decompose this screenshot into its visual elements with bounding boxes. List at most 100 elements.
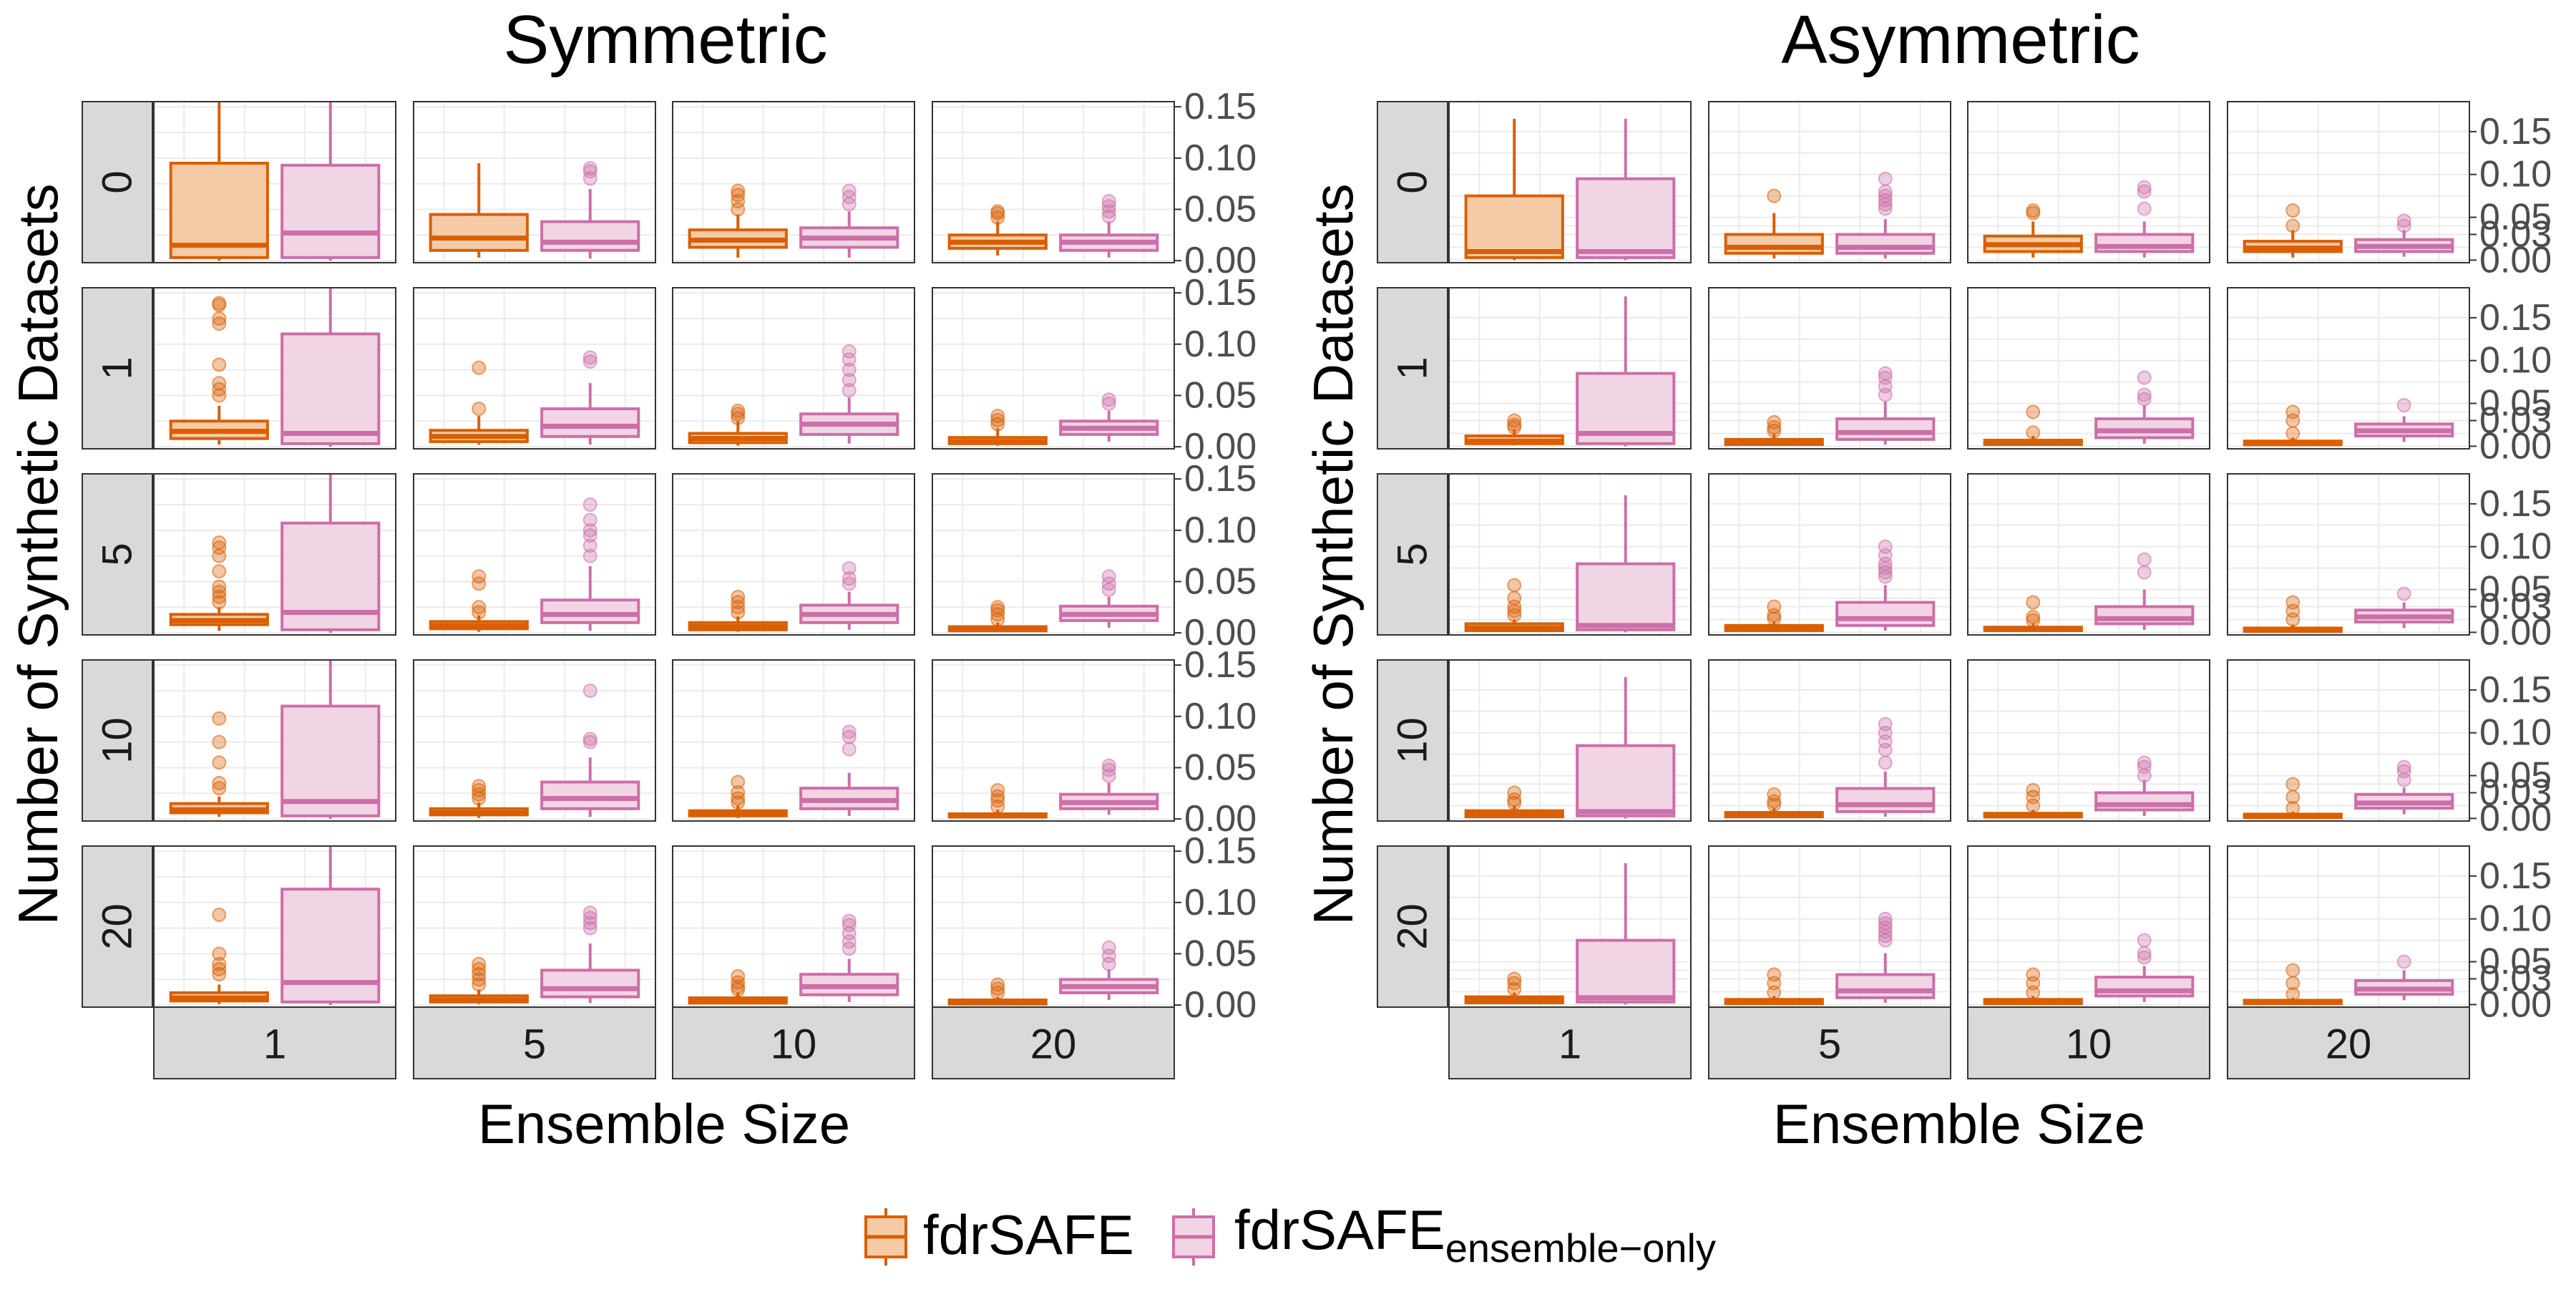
chart-title: Asymmetric xyxy=(1781,1,2140,78)
panel-border xyxy=(1448,473,1692,636)
row-strip xyxy=(1377,287,1448,450)
facet-panel xyxy=(932,287,1175,450)
outlier-point xyxy=(2137,755,2152,770)
outlier-point xyxy=(1101,209,1116,224)
facet-panel xyxy=(1967,101,2210,263)
facet-panel xyxy=(672,287,915,450)
outlier-point xyxy=(841,913,857,928)
panel-border xyxy=(153,473,396,636)
box xyxy=(1576,177,1676,259)
box xyxy=(2094,605,2195,626)
facet-panel xyxy=(2227,845,2470,1008)
outlier-point xyxy=(1101,392,1116,407)
outlier-point xyxy=(841,362,857,377)
outlier-point xyxy=(582,350,597,365)
facet-panel xyxy=(1448,845,1692,1008)
outlier-point xyxy=(731,795,746,810)
box xyxy=(429,213,529,252)
outlier-point xyxy=(841,724,857,739)
panel-border xyxy=(2227,473,2470,636)
y-tick-label: 0.00 xyxy=(1184,798,1257,840)
outlier-point xyxy=(2285,777,2301,792)
row-strip-label: 1 xyxy=(1390,356,1436,379)
outlier-point xyxy=(212,589,227,604)
facet-panel xyxy=(1967,845,2210,1008)
facet-panel xyxy=(1448,473,1692,636)
outlier-point xyxy=(582,528,597,543)
outlier-point xyxy=(990,607,1005,622)
y-tick-label: 0.05 xyxy=(2479,197,2552,238)
col-strip-label: 5 xyxy=(523,1021,546,1068)
y-tick-label: 0.05 xyxy=(1184,747,1257,788)
outlier-point xyxy=(472,977,487,992)
y-tick-label: 0.03 xyxy=(2479,772,2552,814)
outlier-point xyxy=(1507,578,1522,593)
y-tick-label: 0.10 xyxy=(2479,340,2552,382)
outlier-point xyxy=(2137,201,2152,216)
facet-panel xyxy=(1967,659,2210,822)
legend: fdrSAFE fdrSAFEensemble−only xyxy=(864,1198,1716,1271)
outlier-point xyxy=(841,183,857,198)
facet-panel xyxy=(932,473,1175,636)
outlier-point xyxy=(472,961,487,976)
outlier-point xyxy=(472,779,487,794)
outlier-point xyxy=(990,204,1005,219)
panel-border xyxy=(1448,659,1692,822)
facet-panel xyxy=(153,659,396,822)
col-strip-label: 20 xyxy=(2326,1021,2372,1068)
outlier-point xyxy=(1767,188,1782,203)
panel-border xyxy=(672,101,915,263)
y-tick-label: 0.00 xyxy=(1184,240,1257,281)
outlier-point xyxy=(212,755,227,770)
outlier-point xyxy=(1101,569,1116,584)
outlier-point xyxy=(2396,954,2411,969)
x-axis-label: Ensemble Size xyxy=(478,1092,850,1155)
y-tick-label: 0.15 xyxy=(1184,458,1257,500)
facet-panel xyxy=(2227,659,2470,822)
outlier-point xyxy=(212,311,227,326)
panel-border xyxy=(1967,287,2210,450)
y-tick-label: 0.00 xyxy=(2479,611,2552,653)
outlier-point xyxy=(841,742,857,757)
outlier-point xyxy=(2137,565,2152,580)
y-tick-label: 0.05 xyxy=(1184,374,1257,416)
panel-background xyxy=(2228,102,2469,263)
col-strip xyxy=(932,1006,1175,1079)
facet-panel xyxy=(1448,659,1692,822)
outlier-point xyxy=(212,296,227,311)
outlier-point xyxy=(472,783,487,798)
y-tick-label: 0.10 xyxy=(1184,696,1257,737)
y-tick-label: 0.10 xyxy=(1184,882,1257,923)
panel-background xyxy=(2228,288,2469,449)
outlier-point xyxy=(731,188,746,203)
y-tick-label: 0.10 xyxy=(1184,510,1257,551)
outlier-point xyxy=(2285,790,2301,805)
outlier-point xyxy=(2137,552,2152,567)
panel-border xyxy=(672,473,915,636)
panel-border xyxy=(1448,287,1692,450)
y-tick-label: 0.15 xyxy=(2479,111,2552,152)
outlier-point xyxy=(990,783,1005,798)
facet-panel xyxy=(153,101,396,263)
box xyxy=(540,780,640,810)
facet-panel xyxy=(1708,287,1951,450)
box xyxy=(1576,562,1676,631)
col-strip xyxy=(1708,1006,1951,1079)
outlier-point xyxy=(212,357,227,372)
y-tick-label: 0.03 xyxy=(2479,214,2552,256)
row-strip xyxy=(82,101,153,263)
col-strip xyxy=(413,1006,656,1079)
outlier-point xyxy=(2137,387,2152,402)
y-tick-label: 0.03 xyxy=(2479,586,2552,628)
panel-border xyxy=(2227,101,2470,263)
facet-panel xyxy=(1708,101,1951,263)
outlier-point xyxy=(2137,180,2152,195)
outlier-point xyxy=(1767,797,1782,812)
col-strip-label: 10 xyxy=(771,1021,817,1068)
outlier-point xyxy=(1101,204,1116,219)
outlier-point xyxy=(582,523,597,538)
outlier-point xyxy=(990,977,1005,992)
box xyxy=(2094,417,2195,439)
outlier-point xyxy=(841,372,857,387)
